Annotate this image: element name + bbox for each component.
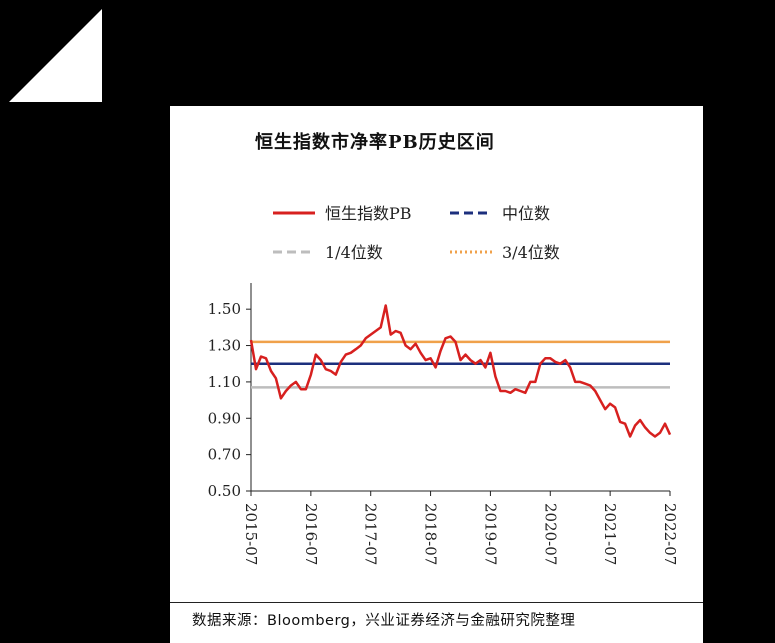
y-tick-label: 0.50	[208, 482, 241, 500]
legend-label: 中位数	[502, 204, 550, 223]
legend-label: 恒生指数PB	[325, 204, 412, 223]
x-tick-label: 2021-07	[601, 503, 619, 565]
y-tick-label: 0.70	[208, 446, 241, 464]
x-tick-label: 2020-07	[541, 503, 559, 565]
y-tick-label: 1.10	[208, 373, 241, 391]
series-line	[249, 304, 672, 438]
x-tick-label: 2018-07	[422, 503, 440, 565]
x-tick-label: 2016-07	[302, 503, 320, 565]
figure-card: 恒生指数市净率PB历史区间 0.50 0.70 0.90 1.10 1.30 1.50 20…	[170, 106, 703, 643]
x-tick-label: 2019-07	[481, 503, 499, 565]
x-tick-label: 2015-07	[242, 503, 260, 565]
divider	[170, 602, 703, 603]
legend-label: 1/4位数	[325, 243, 383, 262]
x-tick-label: 2017-07	[362, 503, 380, 565]
x-tick-label: 2022-07	[661, 503, 679, 565]
y-tick-label: 0.90	[208, 409, 241, 427]
y-tick-label: 1.30	[208, 337, 241, 355]
source-note: 数据来源：Bloomberg，兴业证券经济与金融研究院整理	[192, 613, 576, 629]
y-tick-label: 1.50	[208, 300, 241, 318]
corner-triangle-icon	[9, 9, 102, 102]
chart-title: 恒生指数市净率PB历史区间	[255, 132, 495, 153]
legend-label: 3/4位数	[502, 243, 560, 262]
chart: 0.50 0.70 0.90 1.10 1.30 1.50 2015-07 2016-07 20…	[208, 204, 679, 565]
